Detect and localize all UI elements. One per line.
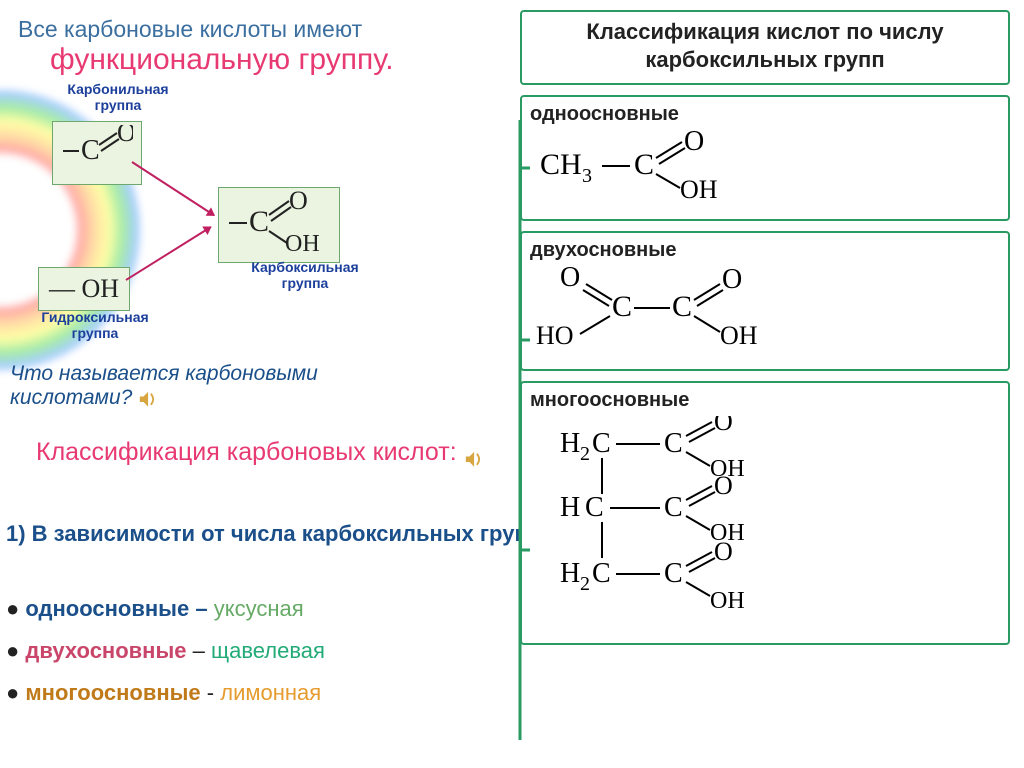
svg-text:C: C <box>664 492 683 523</box>
svg-text:OH: OH <box>720 321 758 350</box>
label-carbonyl: Карбонильная группа <box>58 81 178 113</box>
hydroxyl-formula-box: — OH <box>38 267 130 311</box>
bullet-item: ● многоосновные - лимонная <box>6 672 325 714</box>
label-carboxyl: Карбоксильная группа <box>240 259 370 291</box>
svg-text:C: C <box>672 290 692 323</box>
svg-text:HO: HO <box>536 321 574 350</box>
svg-text:OH: OH <box>710 588 745 614</box>
question-text: Что называется карбоновыми кислотами? <box>10 362 390 410</box>
carbonyl-formula-box: C O <box>52 121 142 185</box>
formula-monobasic: CH 3 C O OH <box>530 130 1000 209</box>
svg-text:OH: OH <box>680 175 718 202</box>
svg-text:C: C <box>664 558 683 589</box>
functional-group-diagram: Карбонильная группа C O — OH Гидроксильн… <box>10 81 510 349</box>
svg-text:O: O <box>714 416 733 436</box>
svg-text:CH: CH <box>540 148 582 181</box>
page-title-line2: функциональную группу. <box>50 43 510 77</box>
formula-polybasic: H 2 C C O OH H C C O <box>530 416 1000 633</box>
svg-text:2: 2 <box>580 573 590 595</box>
svg-text:H: H <box>560 428 580 459</box>
formula-dibasic: O HO C C O OH <box>530 266 1000 359</box>
svg-text:OH: OH <box>285 231 320 253</box>
svg-text:O: O <box>714 537 733 566</box>
box-polybasic: многоосновные H 2 C C O OH H C C <box>520 381 1010 645</box>
svg-text:C: C <box>592 558 611 589</box>
carboxyl-formula-box: C O OH <box>218 187 340 263</box>
svg-text:C: C <box>592 428 611 459</box>
svg-text:C: C <box>81 135 100 166</box>
sound-icon[interactable] <box>464 444 486 462</box>
panel-title: Классификация кислот по числу карбоксиль… <box>530 18 1000 73</box>
svg-text:H: H <box>560 558 580 589</box>
svg-text:C: C <box>634 148 654 181</box>
svg-text:2: 2 <box>580 443 590 465</box>
box-dibasic: двухосновные O HO C C O OH <box>520 231 1010 371</box>
svg-text:C: C <box>664 428 683 459</box>
box-monobasic: одноосновные CH 3 C O OH <box>520 95 1010 221</box>
svg-text:O: O <box>117 125 133 147</box>
svg-text:O: O <box>289 191 308 215</box>
label-hydroxyl: Гидроксильная группа <box>30 309 160 341</box>
bullet-item: ● одноосновные – уксусная <box>6 588 325 630</box>
box-label: двухосновные <box>530 239 1000 262</box>
classification-panel: Классификация кислот по числу карбоксиль… <box>520 10 1010 655</box>
arrow-carbonyl <box>131 161 214 216</box>
svg-text:C: C <box>249 205 269 238</box>
bullet-list: ● одноосновные – уксусная ● двухосновные… <box>6 588 325 713</box>
dependence-text: 1) В зависимости от числа карбоксильных … <box>6 520 541 548</box>
arrow-hydroxyl <box>125 226 211 281</box>
svg-text:O: O <box>722 266 742 295</box>
svg-text:O: O <box>714 471 733 500</box>
bullet-item: ● двухосновные – щавелевая <box>6 630 325 672</box>
box-label: многоосновные <box>530 389 1000 412</box>
svg-text:3: 3 <box>582 165 592 187</box>
box-label: одноосновные <box>530 103 1000 126</box>
svg-text:O: O <box>684 130 704 157</box>
svg-text:H: H <box>560 492 580 523</box>
classification-heading: Классификация карбоновых кислот: <box>36 437 486 467</box>
sound-icon[interactable] <box>138 389 160 407</box>
svg-text:C: C <box>585 492 604 523</box>
page-title-line1: Все карбоновые кислоты имеют <box>18 16 510 43</box>
svg-text:C: C <box>612 290 632 323</box>
svg-text:O: O <box>560 266 580 293</box>
